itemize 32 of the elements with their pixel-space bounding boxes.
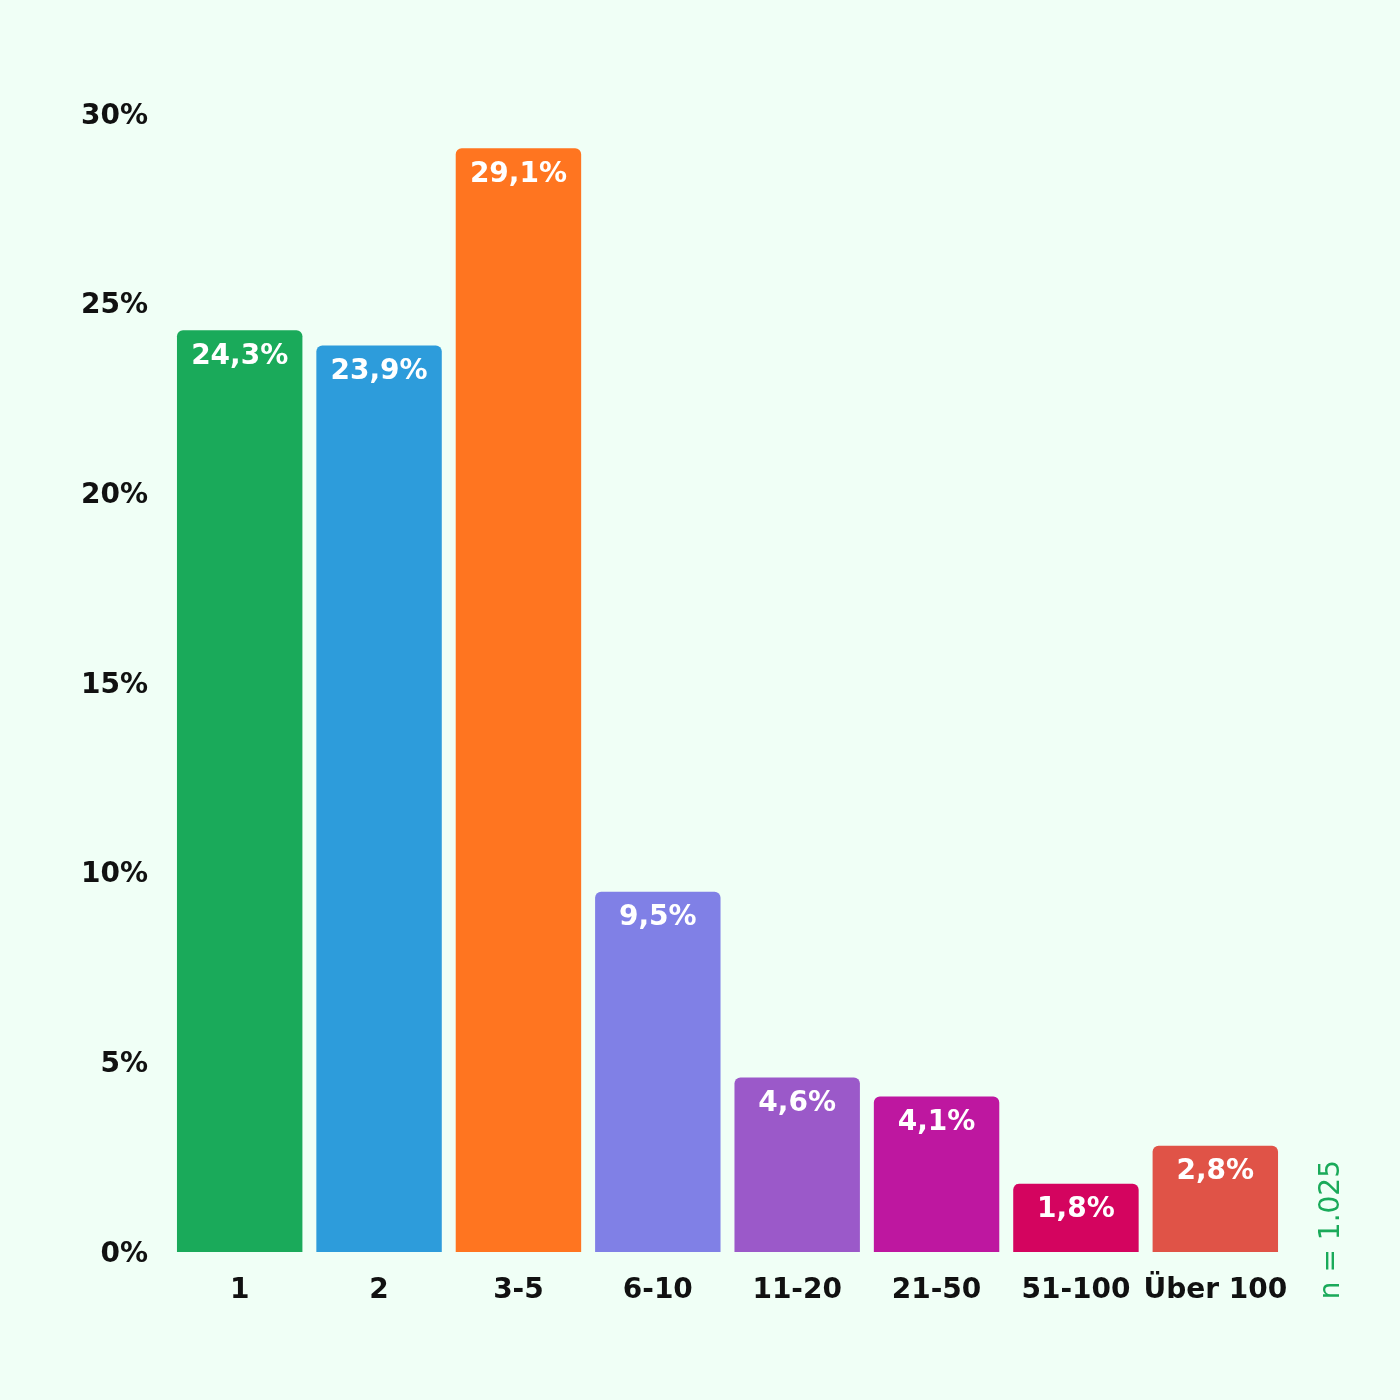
y-tick-label: 15% [80,666,148,700]
data-label: 9,5% [618,899,697,933]
data-label: 29,1% [469,155,568,189]
y-tick-label: 10% [80,856,148,890]
x-tick-label: 11-20 [752,1271,842,1305]
data-label: 2,8% [1176,1153,1255,1187]
x-tick-label: 1 [229,1271,250,1305]
x-tick-label: 51-100 [1021,1271,1131,1305]
bar [1152,1145,1279,1252]
data-label: 4,6% [758,1085,837,1119]
x-tick-label: 6-10 [622,1271,693,1305]
bar [595,891,721,1252]
data-label: 24,3% [191,337,289,371]
bar [176,330,303,1252]
y-tick-label: 5% [100,1045,148,1079]
data-label: 4,1% [897,1103,976,1137]
text: n = 1.025 [1312,1159,1346,1300]
bar [316,345,442,1252]
y-tick-label: 20% [80,476,148,510]
bar [455,148,582,1252]
y-tick-label: 25% [80,287,148,321]
x-tick-label: 3-5 [493,1271,544,1305]
bar [873,1096,1000,1252]
y-tick-label: 0% [100,1235,148,1269]
bar [1013,1183,1139,1252]
x-tick-label: Über 100 [1143,1270,1288,1305]
data-label: 1,8% [1037,1191,1115,1225]
data-label: 23,9% [330,352,428,386]
x-tick-label: 21-50 [891,1271,982,1305]
bar [734,1077,860,1252]
y-tick-label: 30% [80,97,148,131]
x-tick-label: 2 [369,1271,389,1305]
